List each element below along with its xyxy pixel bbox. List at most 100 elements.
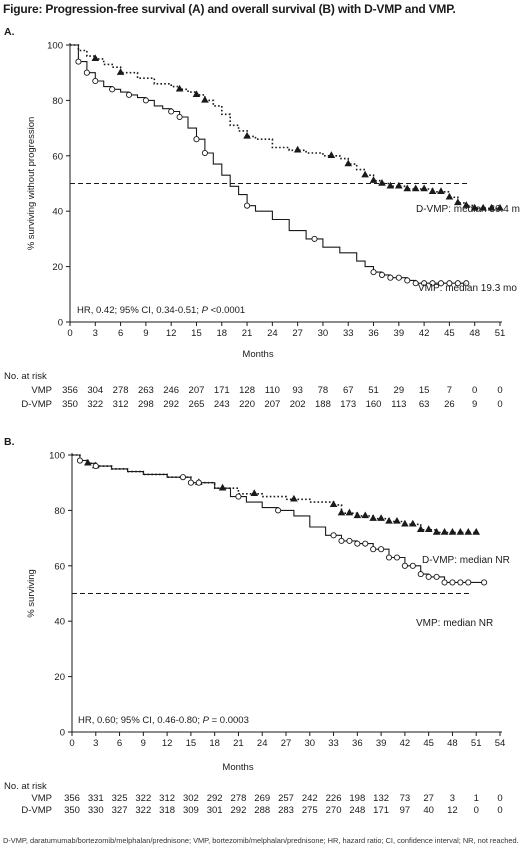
censor-marker-d-vmp	[329, 500, 338, 508]
censor-marker-d-vmp	[91, 54, 100, 62]
censor-marker-vmp	[168, 108, 175, 115]
censor-marker-vmp	[244, 202, 251, 209]
risk-row-label: D-VMP	[21, 805, 52, 816]
risk-cell: 27	[423, 793, 434, 804]
risk-cell: 263	[138, 385, 154, 396]
censor-marker-d-vmp	[428, 187, 437, 195]
risk-cell: 302	[183, 793, 199, 804]
censor-marker-vmp	[176, 113, 183, 121]
risk-cell: 275	[302, 805, 318, 816]
risk-cell: 269	[254, 793, 270, 804]
censor-marker-d-vmp	[445, 192, 454, 200]
risk-cell: 301	[207, 805, 223, 816]
censor-marker-d-vmp	[401, 519, 409, 527]
risk-cell: 173	[340, 399, 356, 410]
risk-cell: 0	[497, 805, 502, 816]
censor-marker-d-vmp	[345, 508, 354, 516]
x-tick-label: 42	[419, 328, 430, 339]
censor-marker-vmp	[425, 573, 432, 580]
x-tick-label: 24	[257, 738, 268, 749]
risk-cell: 298	[138, 399, 154, 410]
x-tick-label: 6	[117, 738, 122, 749]
x-tick-label: 21	[233, 738, 244, 749]
hazard-ratio-annotation: HR, 0.60; 95% CI, 0.46-0.80; P = 0.0003	[78, 715, 249, 726]
risk-cell: 202	[290, 399, 306, 410]
y-axis-label: % surviving	[26, 569, 37, 618]
risk-cell: 0	[497, 793, 502, 804]
series-end-label: VMP: median 19.3 mo	[418, 283, 517, 294]
risk-cell: 113	[391, 399, 406, 410]
risk-row-label: VMP	[31, 793, 52, 804]
censor-marker-d-vmp	[293, 145, 302, 153]
series-end-label: D-VMP: median NR	[422, 555, 510, 566]
x-tick-label: 51	[471, 738, 482, 749]
y-tick-label: 80	[52, 96, 63, 107]
censor-marker-vmp	[370, 546, 377, 553]
censor-marker-vmp	[92, 463, 99, 470]
x-tick-label: 36	[368, 328, 379, 339]
censor-marker-d-vmp	[386, 181, 395, 189]
censor-marker-d-vmp	[361, 170, 369, 178]
series-line-d-vmp	[72, 454, 477, 534]
censor-marker-vmp	[330, 532, 337, 539]
censor-marker-vmp	[454, 280, 461, 287]
panel-label: B.	[4, 436, 15, 448]
censor-marker-vmp	[142, 97, 149, 104]
risk-cell: 331	[88, 793, 104, 804]
risk-cell: 283	[278, 805, 294, 816]
censor-marker-vmp	[187, 479, 194, 486]
censor-marker-d-vmp	[393, 516, 401, 524]
risk-cell: 40	[423, 805, 434, 816]
censor-marker-d-vmp	[462, 201, 471, 208]
risk-cell: 9	[472, 399, 477, 410]
censor-marker-vmp	[481, 579, 488, 586]
risk-cell: 7	[447, 385, 452, 396]
annotation-part: = 0.0003	[209, 715, 249, 726]
x-tick-label: 0	[67, 328, 72, 339]
hazard-ratio-annotation: HR, 0.42; 95% CI, 0.34-0.51; P <0.0001	[77, 305, 245, 316]
censor-marker-d-vmp	[290, 494, 298, 502]
x-tick-label: 18	[216, 328, 227, 339]
censor-marker-vmp	[421, 280, 428, 287]
censor-marker-vmp	[385, 554, 393, 561]
series-end-label: VMP: median NR	[416, 618, 493, 629]
risk-row-label: VMP	[31, 385, 52, 396]
censor-marker-vmp	[201, 149, 208, 157]
censor-marker-d-vmp	[395, 181, 403, 189]
risk-cell: 132	[373, 793, 389, 804]
series-line-vmp	[70, 44, 467, 284]
x-tick-label: 48	[469, 328, 480, 339]
censor-marker-vmp	[83, 69, 90, 76]
censor-marker-d-vmp	[424, 525, 433, 532]
series-end-label: D-VMP: median 36.4 mo	[416, 204, 520, 215]
y-tick-label: 60	[54, 561, 65, 572]
censor-marker-d-vmp	[201, 95, 209, 103]
x-axis-label: Months	[242, 349, 273, 360]
x-tick-label: 6	[118, 328, 123, 339]
risk-cell: 207	[264, 399, 280, 410]
censor-marker-vmp	[446, 280, 453, 287]
risk-cell: 356	[62, 385, 78, 396]
x-tick-label: 15	[191, 328, 202, 339]
risk-cell: 171	[373, 805, 389, 816]
censor-marker-vmp	[401, 562, 408, 569]
censor-marker-vmp	[378, 271, 386, 278]
risk-cell: 257	[278, 793, 294, 804]
risk-cell: 0	[474, 805, 479, 816]
risk-cell: 265	[189, 399, 205, 410]
censor-marker-vmp	[417, 571, 424, 578]
censor-marker-d-vmp	[464, 528, 473, 535]
risk-table: No. at risk VMP 356 304 278 263 246 207 171 128 11…	[4, 371, 503, 410]
y-tick-label: 80	[54, 506, 65, 517]
censor-marker-d-vmp	[327, 151, 336, 158]
censor-marker-d-vmp	[454, 198, 462, 206]
censor-marker-vmp	[449, 579, 456, 586]
risk-cell: 67	[343, 385, 354, 396]
risk-cell: 322	[135, 793, 151, 804]
censor-marker-d-vmp	[116, 68, 125, 75]
risk-table-heading: No. at risk	[4, 781, 47, 792]
x-tick-label: 3	[93, 328, 98, 339]
risk-cell: 29	[394, 385, 405, 396]
